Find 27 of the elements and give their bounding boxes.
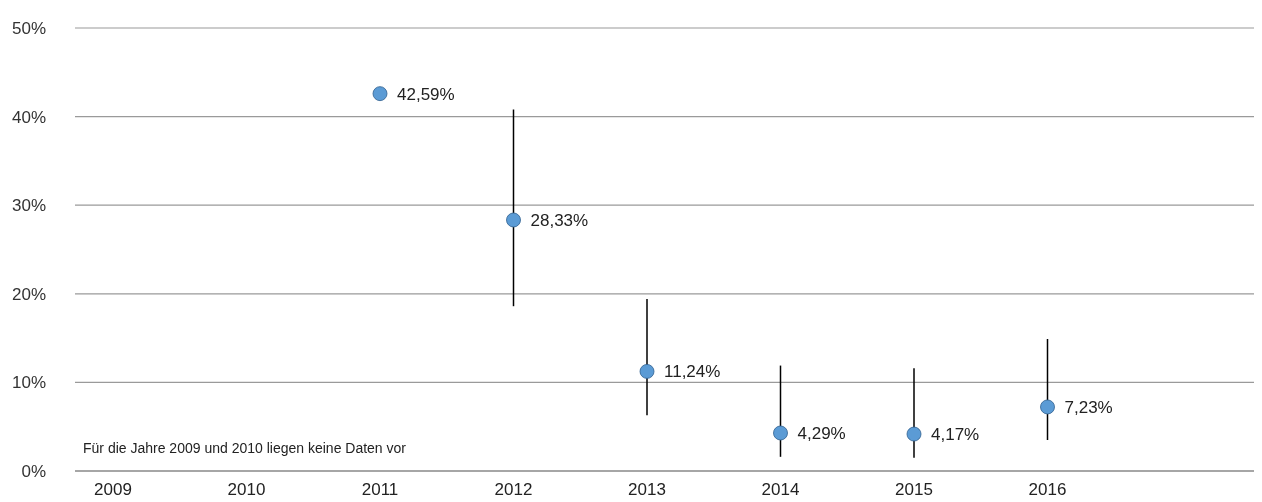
data-label: 28,33% bbox=[530, 211, 589, 230]
data-label: 4,29% bbox=[797, 423, 846, 443]
point bbox=[506, 212, 521, 228]
x-tick-label: 2010 bbox=[227, 480, 266, 499]
x-tick-label: 2011 bbox=[361, 480, 399, 499]
y-tick-label: 0% bbox=[21, 462, 46, 481]
point bbox=[773, 425, 788, 441]
data-label: 7,23% bbox=[1064, 397, 1113, 417]
data-label: 4,17% bbox=[931, 425, 980, 445]
x-tick-label: 2015 bbox=[895, 480, 933, 499]
y-tick-label: 40% bbox=[11, 107, 46, 127]
y-tick-label: 50% bbox=[11, 19, 46, 38]
x-tick-label: 2016 bbox=[1028, 480, 1067, 499]
point bbox=[372, 86, 388, 102]
data-label: 11,24% bbox=[664, 362, 721, 382]
point bbox=[1040, 399, 1055, 415]
y-tick-label: 20% bbox=[11, 284, 46, 304]
x-tick-label: 2009 bbox=[94, 480, 132, 499]
x-tick-label: 2013 bbox=[628, 480, 666, 499]
y-tick-label: 30% bbox=[11, 196, 46, 216]
data-label: 42,59% bbox=[397, 84, 455, 104]
x-tick-label: 2012 bbox=[494, 480, 533, 499]
point bbox=[906, 426, 922, 442]
annotation: Für die Jahre 2009 und 2010 liegen keine Daten vor bbox=[83, 440, 407, 456]
point bbox=[639, 364, 655, 379]
x-tick-label: 2014 bbox=[761, 480, 800, 499]
y-tick-label: 10% bbox=[11, 373, 46, 393]
